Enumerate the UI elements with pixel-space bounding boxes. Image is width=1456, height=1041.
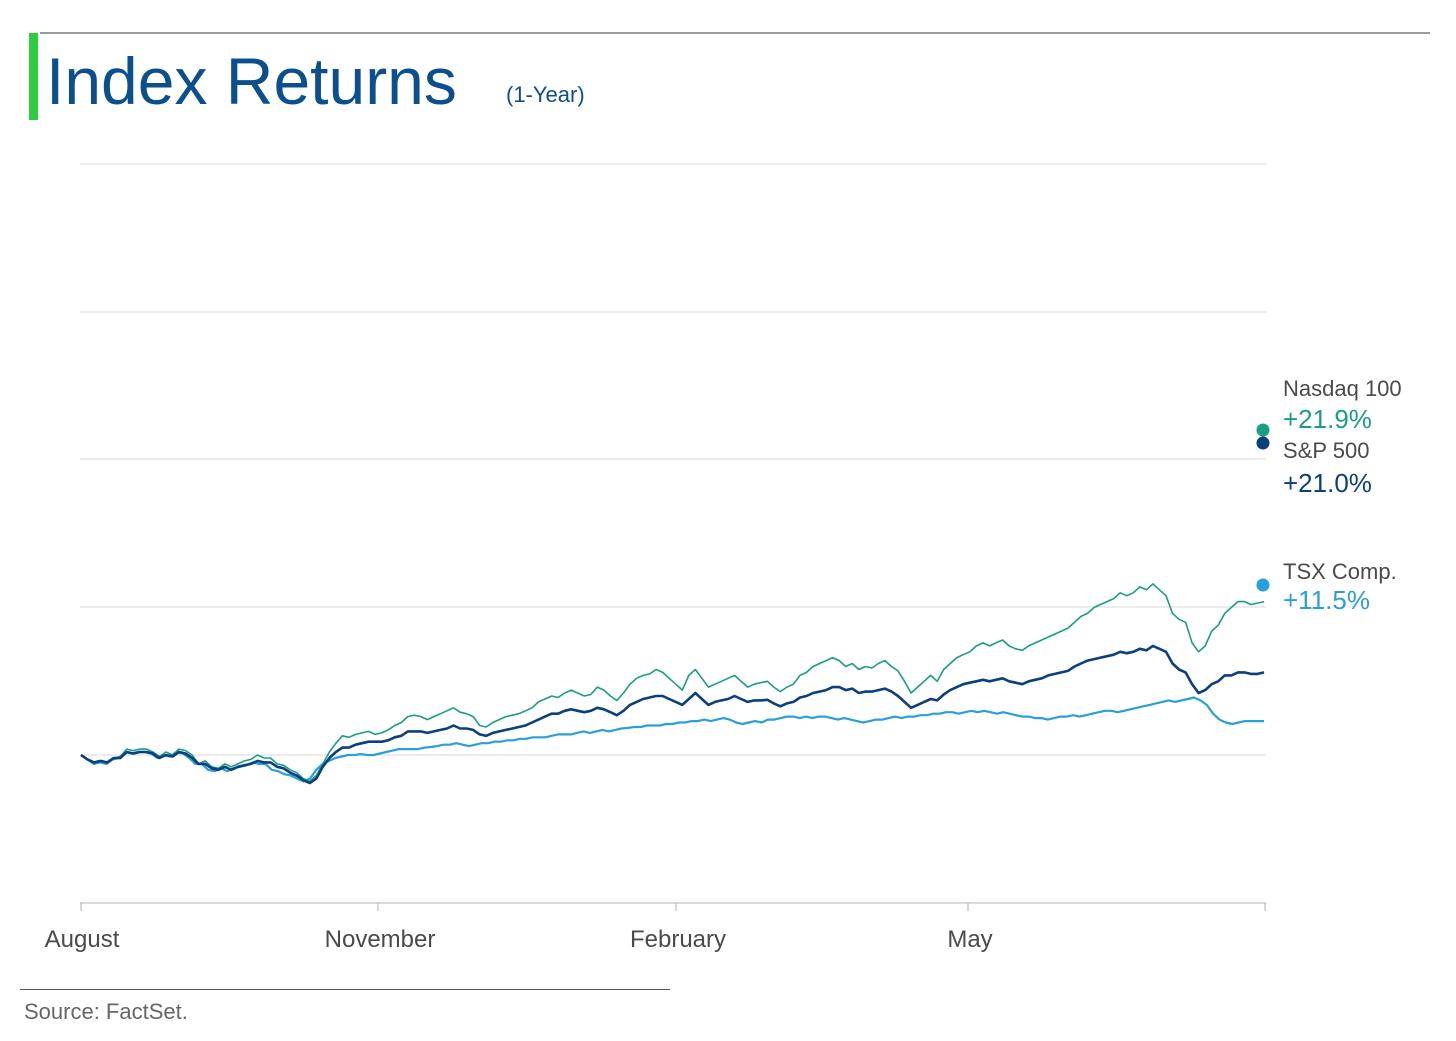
x-tick-label: February [630, 926, 726, 953]
series-end-markers [1256, 423, 1270, 592]
gridlines [80, 163, 1266, 756]
end-value-sp500: +21.0% [1283, 468, 1372, 498]
legend-label-tsx: TSX Comp. [1283, 559, 1397, 584]
end-value-tsx: +11.5% [1283, 585, 1370, 615]
series-end-dot [1256, 436, 1270, 450]
source-rule [20, 989, 670, 990]
legend-label-sp500: S&P 500 [1283, 438, 1370, 463]
series-line [80, 644, 1265, 785]
x-axis: August November February May [45, 902, 1266, 953]
series-end-dot [1256, 578, 1270, 592]
chart-title: Index Returns [46, 44, 457, 118]
source-note: Source: FactSet. [24, 999, 188, 1024]
x-tick-label: May [947, 926, 992, 953]
series-line [80, 696, 1264, 783]
title-accent-bar [29, 33, 38, 120]
top-rule [40, 32, 1430, 34]
series-end-dot [1256, 423, 1270, 437]
series-line [80, 583, 1265, 783]
series-lines [80, 583, 1265, 785]
end-value-nasdaq: +21.9% [1283, 404, 1372, 434]
x-tick-label: November [325, 926, 436, 953]
chart-subtitle: (1-Year) [506, 82, 585, 107]
x-tick-label: August [45, 926, 120, 953]
legend-label-nasdaq: Nasdaq 100 [1283, 376, 1402, 401]
